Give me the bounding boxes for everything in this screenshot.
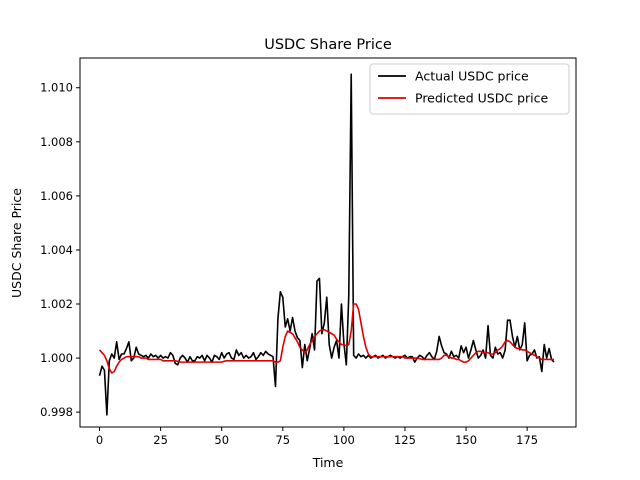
y-tick-label: 0.998 [40, 405, 73, 419]
x-tick-label: 25 [153, 433, 168, 447]
plot-layer [98, 73, 555, 416]
legend-label: Actual USDC price [415, 69, 529, 84]
x-tick-label: 125 [394, 433, 416, 447]
x-tick-label: 0 [96, 433, 103, 447]
legend: Actual USDC price Predicted USDC price [369, 63, 570, 115]
y-tick-label: 1.004 [40, 243, 73, 257]
series-line-predicted [98, 303, 555, 374]
y-tick-label: 1.000 [40, 351, 73, 365]
y-axis: 0.998 1.000 1.002 1.004 1.006 1.008 1.010 [40, 81, 80, 419]
y-tick-label: 1.002 [40, 297, 73, 311]
y-axis-label: USDC Share Price [9, 188, 24, 298]
plot-frame [79, 57, 577, 428]
y-tick-label: 1.008 [40, 135, 73, 149]
legend-label: Predicted USDC price [415, 91, 548, 106]
x-axis-label: Time [312, 455, 344, 470]
series-line-actual [98, 73, 555, 416]
x-tick-label: 175 [516, 433, 538, 447]
y-tick-label: 1.010 [40, 81, 73, 95]
legend-box [369, 63, 570, 115]
y-tick-label: 1.006 [40, 189, 73, 203]
x-tick-label: 50 [214, 433, 229, 447]
x-tick-label: 75 [275, 433, 290, 447]
x-axis: 0 25 50 75 100 125 150 175 [96, 427, 538, 447]
x-tick-label: 100 [333, 433, 355, 447]
chart-title: USDC Share Price [264, 37, 392, 53]
x-tick-label: 150 [455, 433, 477, 447]
